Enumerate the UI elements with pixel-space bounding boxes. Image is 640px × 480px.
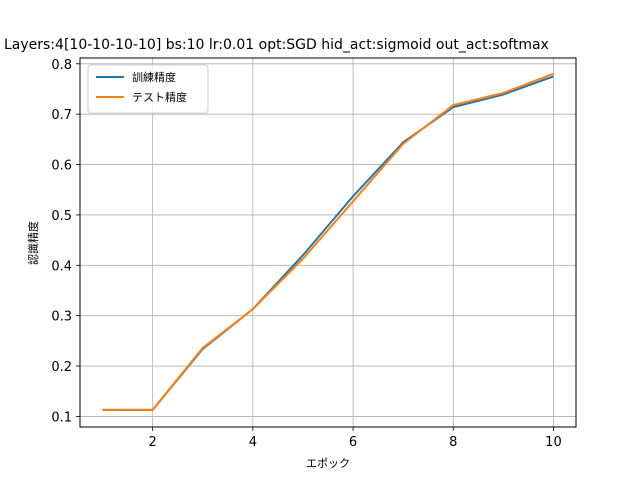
grid (80, 58, 576, 427)
x-tick-label: 2 (149, 435, 157, 450)
x-tick-label: 4 (249, 435, 257, 450)
chart-title: Layers:4[10-10-10-10] bs:10 lr:0.01 opt:… (4, 37, 549, 53)
y-axis-label: 認識精度 (26, 221, 40, 265)
x-axis-label: エポック (306, 457, 350, 470)
x-tick-label: 10 (545, 435, 562, 450)
y-tick-label: 0.6 (51, 159, 72, 174)
legend-label-1: 訓練精度 (132, 70, 176, 84)
series-layer (102, 72, 554, 411)
y-tick-label: 0.8 (51, 58, 72, 73)
legend-label-2: テスト精度 (132, 90, 187, 104)
ticks: 2 4 6 8 10 0.1 0.2 0.3 0.4 0.5 0.6 0.7 0.8 (51, 58, 561, 450)
y-tick-label: 0.3 (51, 310, 72, 325)
plot-frame (79, 57, 577, 428)
series-line-2 (102, 72, 554, 411)
x-tick-label: 6 (349, 435, 357, 450)
y-tick-label: 0.1 (51, 410, 72, 425)
y-tick-label: 0.7 (51, 108, 72, 123)
y-tick-label: 0.2 (51, 360, 72, 375)
y-tick-label: 0.5 (51, 209, 72, 224)
x-tick-label: 8 (449, 435, 457, 450)
y-tick-label: 0.4 (51, 259, 72, 274)
